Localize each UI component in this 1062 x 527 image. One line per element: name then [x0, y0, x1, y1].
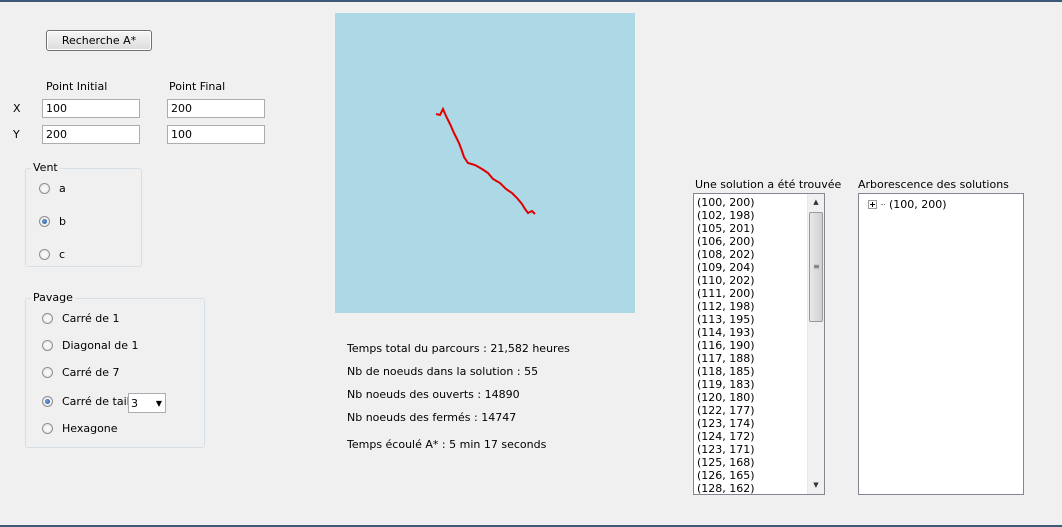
wind-option-c[interactable]: c: [39, 248, 65, 261]
stat-nodes-solution: Nb de noeuds dans la solution : 55: [347, 365, 539, 378]
paving-option-hexagon[interactable]: Hexagone: [42, 422, 118, 435]
path-drawing: [435, 106, 536, 215]
x-initial-input[interactable]: 100: [42, 99, 140, 118]
list-item[interactable]: (102, 198): [697, 209, 755, 222]
list-item[interactable]: (124, 172): [697, 430, 755, 443]
scroll-up-icon[interactable]: ▲: [813, 198, 819, 206]
final-point-label: Point Final: [169, 80, 226, 93]
list-item[interactable]: (119, 183): [697, 378, 755, 391]
expand-icon[interactable]: [868, 200, 877, 209]
radio-checked-icon: [39, 216, 50, 227]
chevron-down-icon: ▼: [155, 399, 162, 408]
list-item[interactable]: (125, 168): [697, 456, 755, 469]
paving-group: Pavage: [25, 291, 205, 448]
initial-point-label: Point Initial: [46, 80, 108, 93]
y-label: Y: [13, 128, 20, 141]
y-final-input[interactable]: 100: [167, 125, 265, 144]
y-initial-input[interactable]: 200: [42, 125, 140, 144]
list-item[interactable]: (108, 202): [697, 248, 755, 261]
list-item[interactable]: (126, 165): [697, 469, 755, 482]
paving-group-title: Pavage: [31, 291, 75, 304]
tree-root-node[interactable]: (100, 200): [868, 198, 947, 211]
list-item[interactable]: (109, 204): [697, 261, 755, 274]
paving-option-label: Carré de 1: [62, 312, 120, 325]
x-final-input[interactable]: 200: [167, 99, 265, 118]
list-item[interactable]: (112, 198): [697, 300, 755, 313]
window-top-border: [0, 0, 1062, 2]
paving-option-diagonal-1[interactable]: Diagonal de 1: [42, 339, 139, 352]
radio-icon: [39, 183, 50, 194]
grip-icon: ≡: [813, 262, 820, 271]
scroll-thumb[interactable]: ≡: [809, 212, 823, 322]
list-item[interactable]: (113, 195): [697, 313, 755, 326]
list-item[interactable]: (106, 200): [697, 235, 755, 248]
scroll-down-icon[interactable]: ▼: [813, 481, 819, 489]
list-item[interactable]: (123, 171): [697, 443, 755, 456]
stat-nodes-open: Nb noeuds des ouverts : 14890: [347, 388, 520, 401]
list-item[interactable]: (123, 174): [697, 417, 755, 430]
list-item[interactable]: (110, 202): [697, 274, 755, 287]
radio-checked-icon: [42, 396, 53, 407]
list-item[interactable]: (120, 180): [697, 391, 755, 404]
paving-option-square-7[interactable]: Carré de 7: [42, 366, 120, 379]
wind-option-b[interactable]: b: [39, 215, 66, 228]
solution-tree[interactable]: (100, 200): [858, 193, 1024, 495]
solution-listbox[interactable]: (100, 200) (102, 198) (105, 201) (106, 200)…: [693, 193, 825, 495]
window-bottom-border: [0, 525, 1062, 527]
radio-icon: [39, 249, 50, 260]
solution-list-title: Une solution a été trouvée: [695, 178, 842, 191]
paving-option-label: Carré de 7: [62, 366, 120, 379]
tree-root-label: (100, 200): [889, 198, 947, 211]
stat-elapsed: Temps écoulé A* : 5 min 17 seconds: [347, 438, 547, 451]
wind-group: Vent: [25, 161, 142, 267]
square-size-select[interactable]: 3 ▼: [128, 393, 166, 413]
radio-icon: [42, 423, 53, 434]
paving-option-square-size[interactable]: Carré de taille: [42, 395, 140, 408]
stat-nodes-closed: Nb noeuds des fermés : 14747: [347, 411, 517, 424]
search-button[interactable]: Recherche A*: [46, 30, 152, 51]
wind-option-label: b: [59, 215, 66, 228]
radio-icon: [42, 340, 53, 351]
paving-option-label: Hexagone: [62, 422, 118, 435]
paving-option-label: Carré de taille: [62, 395, 140, 408]
solution-list-items: (100, 200) (102, 198) (105, 201) (106, 200)…: [697, 196, 755, 495]
list-scrollbar[interactable]: ▲ ≡ ▼: [807, 194, 824, 494]
wind-group-title: Vent: [31, 161, 60, 174]
x-label: X: [13, 102, 21, 115]
list-item[interactable]: (122, 177): [697, 404, 755, 417]
list-item[interactable]: (117, 188): [697, 352, 755, 365]
square-size-value: 3: [131, 396, 138, 410]
solution-path: [435, 106, 536, 215]
tree-connector: [881, 204, 885, 205]
list-item[interactable]: (111, 200): [697, 287, 755, 300]
wind-option-label: c: [59, 248, 66, 261]
list-item[interactable]: (114, 193): [697, 326, 755, 339]
list-item[interactable]: (100, 200): [697, 196, 755, 209]
paving-option-square-1[interactable]: Carré de 1: [42, 312, 120, 325]
radio-icon: [42, 313, 53, 324]
map-canvas[interactable]: [335, 13, 635, 313]
list-item[interactable]: (128, 162): [697, 482, 755, 495]
list-item[interactable]: (118, 185): [697, 365, 755, 378]
list-item[interactable]: (116, 190): [697, 339, 755, 352]
list-item[interactable]: (105, 201): [697, 222, 755, 235]
stat-total-time: Temps total du parcours : 21,582 heures: [347, 342, 570, 355]
radio-icon: [42, 367, 53, 378]
paving-option-label: Diagonal de 1: [62, 339, 139, 352]
wind-option-a[interactable]: a: [39, 182, 66, 195]
wind-option-label: a: [59, 182, 66, 195]
tree-title: Arborescence des solutions: [858, 178, 1009, 191]
